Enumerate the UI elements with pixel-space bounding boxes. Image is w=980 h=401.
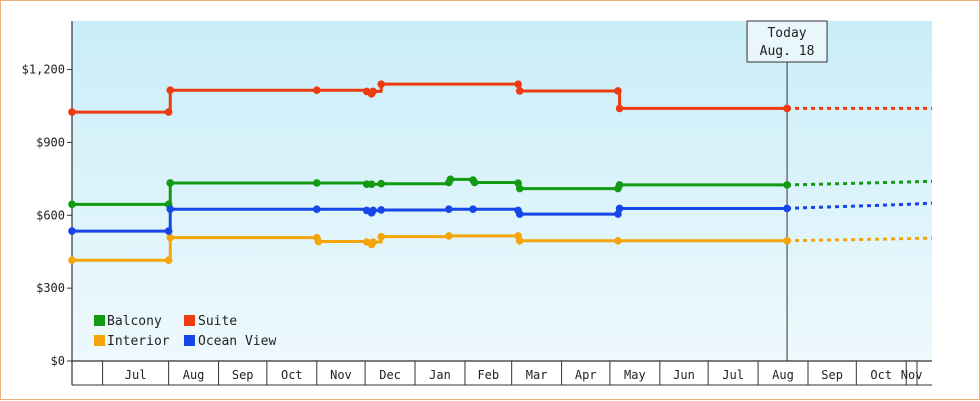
data-point-ocean-view — [469, 205, 477, 214]
x-tick-label: Apr — [575, 368, 597, 382]
data-point-balcony — [166, 179, 175, 187]
today-box — [746, 20, 828, 63]
data-point-balcony — [312, 179, 321, 187]
data-point-interior — [445, 232, 453, 240]
x-tick-label: Dec — [379, 368, 401, 382]
data-point-ocean-view — [615, 204, 624, 213]
data-point-interior — [166, 233, 175, 242]
legend-label-ocean-view: Ocean View — [198, 334, 276, 349]
data-point-ocean-view — [312, 205, 321, 214]
data-point-suite — [615, 104, 624, 113]
data-point-suite — [514, 80, 522, 88]
data-point-ocean-view — [166, 205, 175, 214]
legend-label-balcony: Balcony — [107, 314, 162, 329]
series-suite — [68, 80, 932, 116]
data-point-suite — [166, 86, 175, 95]
data-point-interior — [314, 237, 323, 246]
data-point-balcony — [377, 179, 386, 188]
data-point-interior — [614, 236, 622, 245]
y-axis: $0 $300 $600 $900 $1,200 — [22, 21, 73, 385]
x-tick-label: Aug — [772, 368, 794, 382]
data-point-suite — [783, 104, 791, 113]
series-ocean-view — [68, 201, 933, 235]
legend-swatch-interior — [94, 335, 105, 346]
today-label: Today — [767, 26, 806, 41]
x-tick-label: Oct — [870, 368, 892, 382]
legend-label-suite: Suite — [198, 314, 237, 329]
y-tick-label: $0 — [51, 354, 65, 368]
data-point-suite — [515, 87, 524, 95]
data-point-balcony — [68, 200, 76, 209]
x-tick-label: Nov — [901, 368, 923, 382]
x-tick-label: Jul — [125, 368, 147, 382]
data-point-interior — [783, 236, 791, 245]
data-point-balcony — [515, 184, 524, 193]
data-point-balcony — [470, 178, 479, 187]
data-point-interior — [68, 256, 76, 265]
series-interior — [68, 232, 933, 265]
legend-label-interior: Interior — [107, 334, 170, 349]
x-tick-label: Nov — [330, 368, 352, 382]
data-point-interior — [515, 236, 524, 245]
y-tick-label: $300 — [36, 281, 65, 295]
y-tick-label: $600 — [36, 208, 65, 222]
data-point-balcony — [367, 180, 376, 188]
x-tick-label: Sep — [232, 368, 254, 382]
x-tick-label: Mar — [526, 368, 548, 382]
today-date: Aug. 18 — [760, 44, 815, 59]
y-tick-label: $1,200 — [22, 63, 65, 77]
data-point-balcony — [446, 175, 455, 184]
y-tick-label: $900 — [36, 135, 65, 149]
data-point-balcony — [783, 181, 791, 189]
data-point-suite — [164, 108, 173, 116]
x-tick-label: Oct — [281, 368, 303, 382]
data-point-ocean-view — [164, 227, 173, 235]
x-tick-label: Jul — [722, 368, 744, 382]
data-point-ocean-view — [515, 210, 524, 218]
data-point-suite — [614, 87, 622, 95]
data-point-suite — [312, 86, 321, 95]
legend: Balcony Suite Interior Ocean View — [94, 314, 276, 349]
data-point-ocean-view — [445, 205, 453, 214]
x-tick-label: Jun — [673, 368, 695, 382]
x-tick-label: Feb — [477, 368, 499, 382]
x-tick-label: Aug — [183, 368, 205, 382]
data-point-ocean-view — [783, 204, 791, 213]
data-point-interior — [369, 238, 377, 246]
data-point-ocean-view — [377, 206, 386, 214]
x-tick-label: Jan — [429, 368, 451, 382]
data-point-suite — [369, 87, 377, 96]
plot-area — [72, 21, 932, 361]
data-point-suite — [68, 108, 76, 116]
data-point-interior — [377, 232, 386, 241]
data-point-ocean-view — [68, 227, 76, 235]
x-tick-label: May — [624, 368, 646, 382]
data-point-balcony — [615, 181, 624, 189]
legend-swatch-suite — [184, 315, 195, 326]
legend-swatch-ocean-view — [184, 335, 195, 346]
series-layer — [68, 80, 933, 265]
legend-swatch-balcony — [94, 315, 105, 326]
data-point-suite — [377, 80, 386, 88]
data-point-interior — [164, 256, 173, 265]
data-point-ocean-view — [369, 206, 377, 215]
x-tick-label: Sep — [821, 368, 843, 382]
x-axis: Jul Aug Sep Oct Nov Dec Jan Feb Mar Apr May Jun Jul A… — [72, 360, 932, 386]
